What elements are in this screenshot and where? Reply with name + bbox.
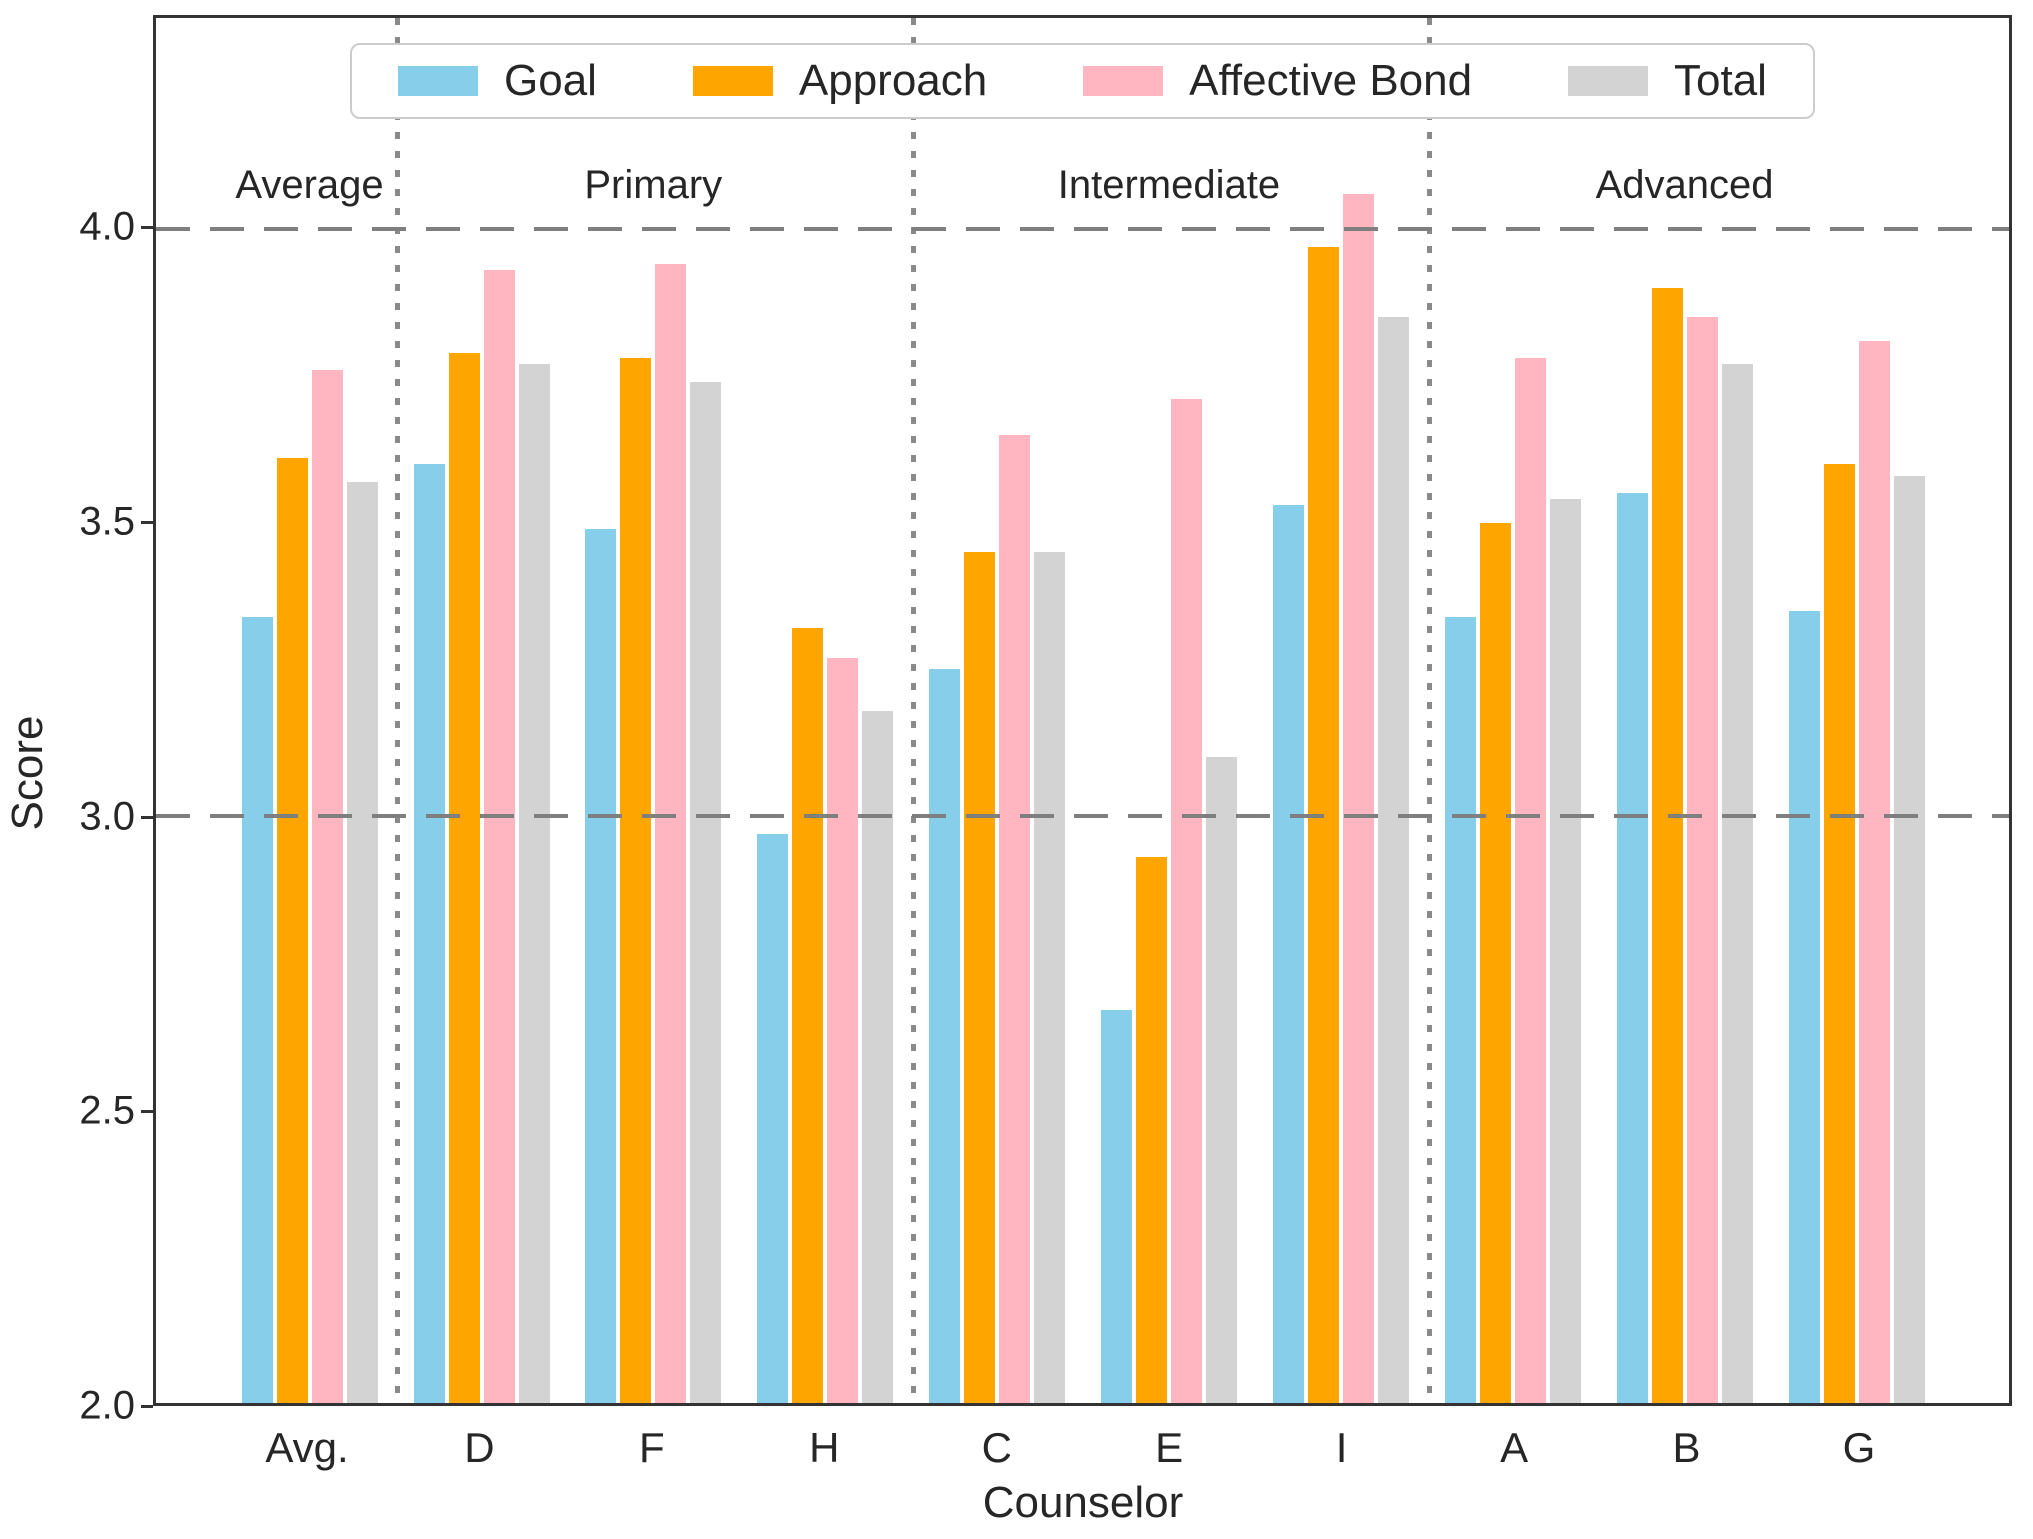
bar-group-avg xyxy=(241,18,378,1403)
x-tick-label-g: G xyxy=(1842,1424,1876,1471)
bar-total-d xyxy=(518,364,550,1403)
bar-approach-g xyxy=(1823,464,1855,1403)
x-tick-label-avg: Avg. xyxy=(265,1424,349,1471)
legend-swatch-approach xyxy=(692,66,773,96)
bar-approach-h xyxy=(792,628,824,1403)
x-tick-label-f: F xyxy=(639,1424,665,1471)
bar-affective-bond-avg xyxy=(311,370,343,1403)
section-label-intermediate: Intermediate xyxy=(1057,163,1281,207)
x-tick-label-h: H xyxy=(809,1424,840,1471)
bar-group-i xyxy=(1273,18,1410,1403)
bar-total-g xyxy=(1893,475,1925,1403)
legend-swatch-affective-bond xyxy=(1083,66,1164,96)
bar-total-f xyxy=(690,381,722,1403)
bar-goal-e xyxy=(1101,1009,1133,1403)
legend-label: Total xyxy=(1674,56,1767,105)
legend-item-goal: Goal xyxy=(398,56,597,106)
bar-affective-bond-g xyxy=(1858,340,1890,1403)
section-separator xyxy=(911,18,917,1403)
bar-total-c xyxy=(1034,552,1066,1403)
y-tick-mark xyxy=(141,226,153,230)
legend-label: Goal xyxy=(504,56,597,105)
y-tick-label-2.0: 2.0 xyxy=(79,1383,135,1428)
bar-affective-bond-d xyxy=(483,270,515,1403)
legend-item-affective-bond: Affective Bond xyxy=(1083,56,1472,106)
bar-group-a xyxy=(1444,18,1581,1403)
bar-total-h xyxy=(862,710,894,1403)
bar-total-e xyxy=(1206,757,1238,1403)
gridline-4.0 xyxy=(156,227,2009,232)
x-tick-label-i: I xyxy=(1335,1424,1348,1471)
y-tick-label-2.5: 2.5 xyxy=(79,1088,135,1133)
section-separator xyxy=(395,18,401,1403)
x-tick-label-c: C xyxy=(981,1424,1012,1471)
x-tick-label-d: D xyxy=(464,1424,495,1471)
y-tick-label-3.5: 3.5 xyxy=(79,499,135,544)
bar-approach-d xyxy=(448,352,480,1403)
bar-goal-a xyxy=(1444,616,1476,1403)
y-tick-mark xyxy=(141,815,153,819)
bar-affective-bond-h xyxy=(827,657,859,1403)
bar-goal-h xyxy=(757,833,789,1403)
bar-goal-avg xyxy=(241,616,273,1403)
y-tick-label-4.0: 4.0 xyxy=(79,204,135,249)
bar-total-a xyxy=(1549,499,1581,1403)
bar-affective-bond-e xyxy=(1171,399,1203,1403)
bar-affective-bond-a xyxy=(1514,358,1546,1403)
x-tick-label-a: A xyxy=(1500,1424,1529,1471)
bar-approach-avg xyxy=(276,458,308,1403)
bar-affective-bond-i xyxy=(1343,194,1375,1403)
legend-label: Approach xyxy=(798,56,988,105)
bar-goal-b xyxy=(1616,493,1648,1403)
x-tick-label-b: B xyxy=(1672,1424,1701,1471)
bar-goal-g xyxy=(1788,610,1820,1403)
x-tick-label-e: E xyxy=(1155,1424,1184,1471)
bar-group-c xyxy=(929,18,1066,1403)
bar-goal-c xyxy=(929,669,961,1403)
bar-approach-f xyxy=(620,358,652,1403)
x-axis-title: Counselor xyxy=(982,1478,1184,1527)
legend-swatch-total xyxy=(1568,66,1649,96)
bar-affective-bond-f xyxy=(655,264,687,1403)
bar-total-b xyxy=(1721,364,1753,1403)
legend: Goal Approach Affective Bond Total xyxy=(350,43,1815,119)
bar-group-d xyxy=(413,18,550,1403)
bar-affective-bond-c xyxy=(999,434,1031,1403)
bar-affective-bond-b xyxy=(1686,317,1718,1403)
bar-approach-a xyxy=(1479,522,1511,1403)
section-label-average: Average xyxy=(235,163,384,207)
bar-group-g xyxy=(1788,18,1925,1403)
bar-goal-f xyxy=(585,528,617,1403)
bar-goal-d xyxy=(413,464,445,1403)
bar-approach-i xyxy=(1308,246,1340,1403)
bar-group-f xyxy=(585,18,722,1403)
bar-group-b xyxy=(1616,18,1753,1403)
section-label-advanced: Advanced xyxy=(1595,163,1774,207)
y-tick-mark xyxy=(141,1110,153,1114)
legend-item-total: Total xyxy=(1568,56,1767,106)
bar-total-i xyxy=(1378,317,1410,1403)
y-tick-label-3.0: 3.0 xyxy=(79,794,135,839)
bar-group-e xyxy=(1101,18,1238,1403)
section-label-primary: Primary xyxy=(584,163,723,207)
section-separator xyxy=(1426,18,1432,1403)
bar-total-avg xyxy=(346,481,378,1403)
bar-approach-b xyxy=(1651,287,1683,1403)
bar-approach-e xyxy=(1136,857,1168,1403)
y-tick-mark xyxy=(141,520,153,524)
legend-swatch-goal xyxy=(398,66,478,96)
gridline-3.0 xyxy=(156,814,2009,819)
bar-group-h xyxy=(757,18,894,1403)
legend-label: Affective Bond xyxy=(1189,56,1473,105)
legend-item-approach: Approach xyxy=(692,56,988,106)
y-tick-mark xyxy=(141,1405,153,1408)
bar-approach-c xyxy=(964,552,996,1403)
plot-area: Average Primary Intermediate Advanced xyxy=(153,15,2012,1406)
bar-goal-i xyxy=(1273,505,1305,1403)
